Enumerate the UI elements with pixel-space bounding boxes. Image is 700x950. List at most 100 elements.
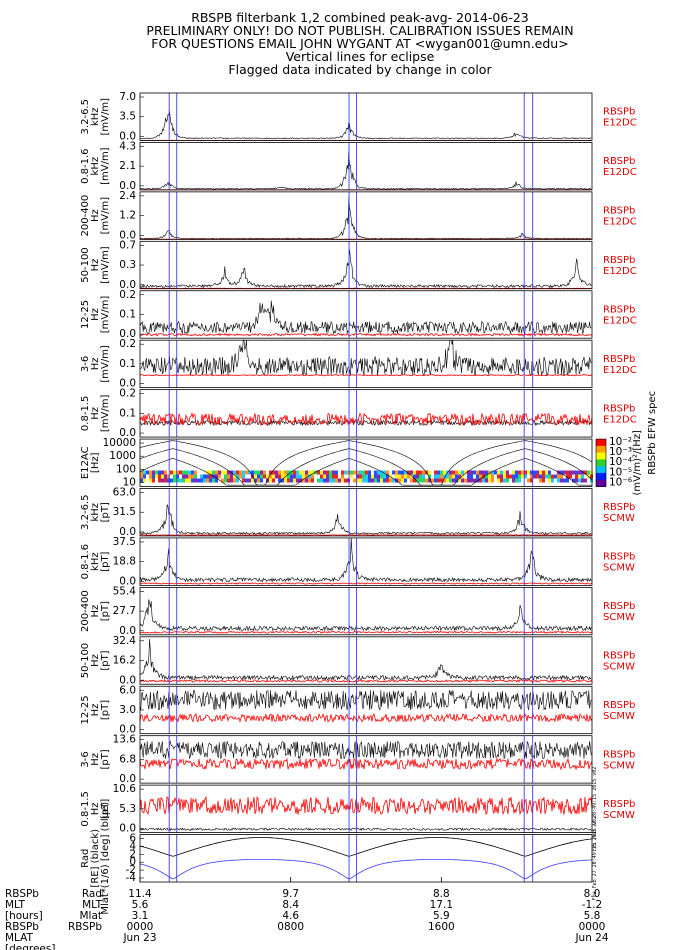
spec-cell [575, 470, 578, 475]
ylabel-line: Hz [90, 209, 101, 222]
spec-cell [386, 474, 389, 479]
avg-series-13 [139, 712, 593, 724]
ylabel-line: 3.2-6.5 [80, 495, 91, 530]
ephemeris-value: 5.9 [433, 910, 450, 922]
ytick-label: 3.5 [119, 111, 136, 123]
colorbar-tick: 10⁻³ [609, 446, 632, 458]
spec-cell [557, 470, 560, 475]
spec-cell [194, 474, 197, 479]
spec-cell [491, 470, 494, 475]
spec-cell [386, 478, 389, 483]
ephemeris-value: 5.6 [132, 899, 149, 911]
spec-cell [470, 474, 473, 479]
header-line-4: Vertical lines for eclipse [286, 49, 435, 64]
spec-cell [305, 474, 308, 479]
spec-cell [287, 478, 290, 483]
spec-cell [275, 478, 278, 483]
spec-cell [398, 478, 401, 483]
spec-cell [341, 478, 344, 483]
spec-cell [578, 478, 581, 483]
spec-cell [275, 474, 278, 479]
spec-cell [506, 470, 509, 475]
source-label: RBSPb [603, 255, 635, 266]
spec-cell [527, 470, 530, 475]
source-label: SCMW [603, 513, 635, 524]
spec-cell [548, 470, 551, 475]
spec-cell [407, 474, 410, 479]
peak-series-12 [139, 639, 592, 681]
spec-cell [275, 470, 278, 475]
spec-cell [143, 478, 146, 483]
spec-cell [305, 478, 308, 483]
spec-cell [320, 478, 323, 483]
spec-cell [320, 470, 323, 475]
ephemeris-extra-label: Mlat [79, 910, 102, 922]
ylabel-line: 50-100 [80, 643, 91, 678]
spec-cell [308, 478, 311, 483]
ytick-label: 0.1 [119, 309, 136, 321]
spec-cell [203, 474, 206, 479]
spec-cell [485, 470, 488, 475]
spec-cell [260, 478, 263, 483]
ylabel-line: Hz [90, 259, 101, 272]
spec-cell [455, 474, 458, 479]
ytick-label: 37.5 [113, 536, 136, 548]
version-note: Fri Feb 27 20:49:15 2015 v02 [592, 816, 598, 900]
ephemeris-value: 17.1 [430, 899, 453, 911]
spec-cell [578, 474, 581, 479]
avg-series-6 [139, 374, 593, 377]
ephemeris-row-label: MLT [5, 899, 25, 911]
spec-cell [518, 478, 521, 483]
ytick-label: 0.7 [119, 239, 136, 251]
source-label: SCMW [603, 711, 635, 722]
spec-cell [350, 474, 353, 479]
spec-cell [320, 474, 323, 479]
ephemeris-row-label: RBSPb [5, 888, 39, 900]
spec-cell [185, 470, 188, 475]
spec-cell [218, 474, 221, 479]
spec-cell [365, 478, 368, 483]
source-label: SCMW [603, 810, 635, 821]
spec-cell [245, 478, 248, 483]
ylabel-line: Hz [90, 308, 101, 321]
spec-cell [224, 470, 227, 475]
spec-cell [170, 470, 173, 475]
header-line-1: RBSPB filterbank 1,2 combined peak-avg- … [191, 10, 529, 25]
spec-curve-2 [139, 448, 593, 486]
spec-cell [263, 470, 266, 475]
spec-cell [200, 478, 203, 483]
spec-cell [452, 478, 455, 483]
ytick-label: 6.0 [119, 684, 136, 696]
ylabel-line: 3-6 [80, 356, 91, 372]
spec-cell [182, 474, 185, 479]
spec-cell [383, 474, 386, 479]
spec-cell [155, 478, 158, 483]
spec-cell [581, 474, 584, 479]
spec-cell [173, 470, 176, 475]
spec-cell [221, 470, 224, 475]
source-label: RBSPb [603, 601, 635, 612]
spec-cell [293, 474, 296, 479]
spec-cell [179, 478, 182, 483]
spec-cell [503, 474, 506, 479]
ephemeris-value: 0000 [127, 921, 154, 933]
spec-cell [140, 478, 143, 483]
ylabel-line: [mV/m] [100, 345, 111, 383]
ytick-label: 100 [116, 463, 136, 475]
spec-cell [188, 474, 191, 479]
ylabel-line: 0.8-1.6 [80, 544, 91, 579]
ytick-label: 3.0 [119, 704, 136, 716]
spec-cell [353, 470, 356, 475]
colorbar-band [596, 459, 606, 467]
spec-cell [581, 478, 584, 483]
spec-cell [365, 470, 368, 475]
spec-cell [404, 474, 407, 479]
spec-cell [401, 478, 404, 483]
spec-cell [350, 470, 353, 475]
spec-cell [413, 474, 416, 479]
